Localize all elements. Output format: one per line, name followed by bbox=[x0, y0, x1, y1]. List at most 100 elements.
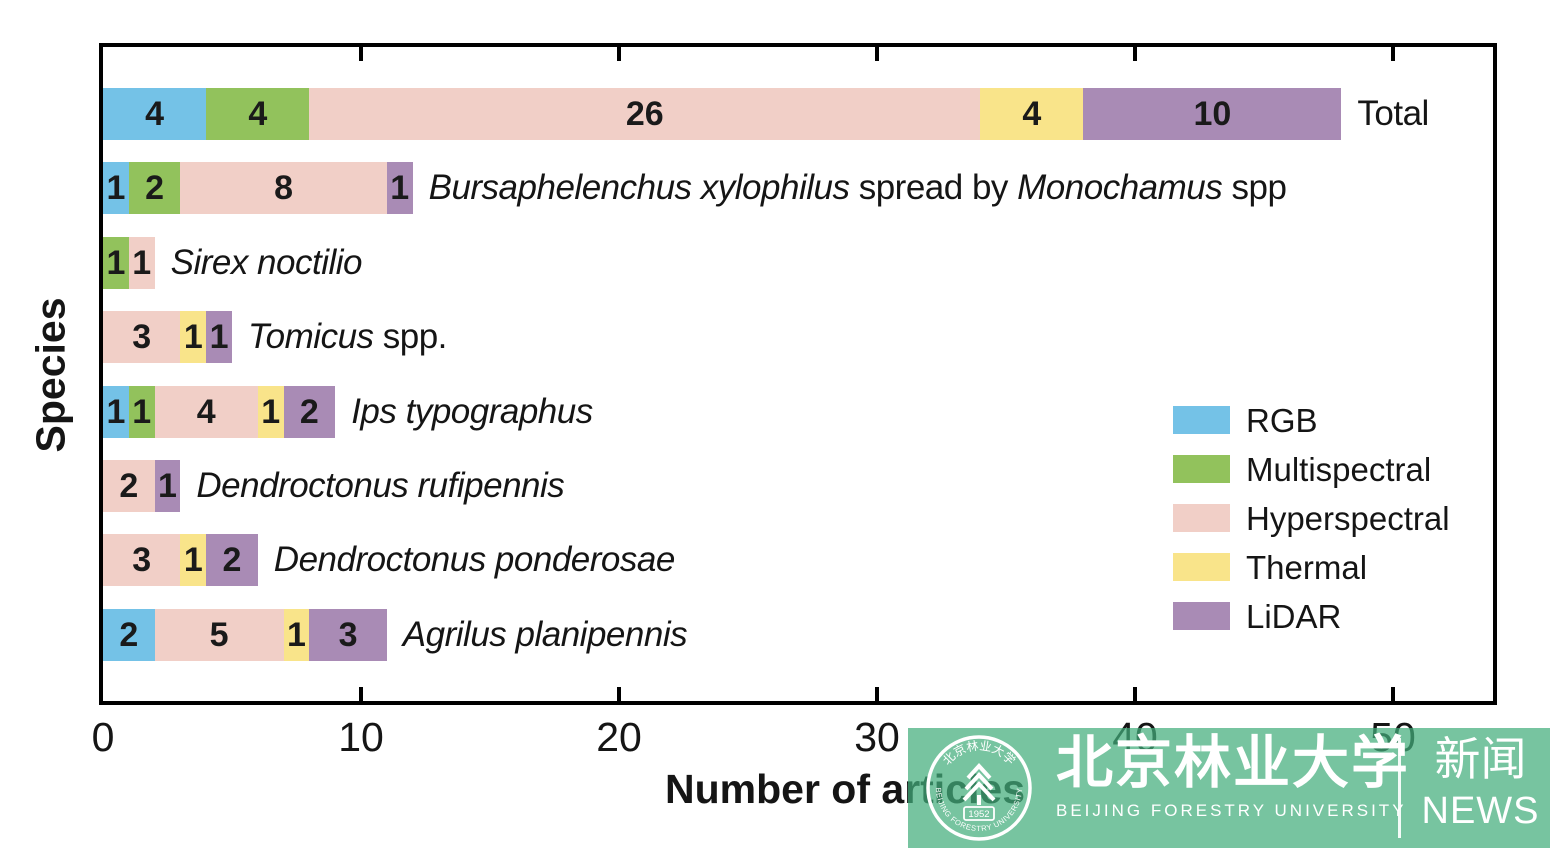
species-name-italic: Dendroctonus ponderosae bbox=[273, 540, 676, 580]
x-tick-mark-50 bbox=[1391, 687, 1395, 701]
x-tick-mark-40 bbox=[1133, 47, 1137, 61]
university-name-chinese: 北京林业大学 bbox=[1056, 731, 1410, 795]
segment-value-label: 3 bbox=[132, 318, 152, 357]
seal-year: 1952 bbox=[968, 809, 989, 820]
segment-value-label: 8 bbox=[274, 169, 294, 208]
segment-value-label: 4 bbox=[248, 95, 268, 133]
bar-segment-lidar: 3 bbox=[309, 608, 387, 661]
legend-entry-thermal: Thermal bbox=[1173, 548, 1368, 586]
x-tick-mark-10 bbox=[359, 47, 363, 61]
x-tick-mark-30 bbox=[875, 47, 879, 61]
segment-value-label: 1 bbox=[158, 467, 177, 505]
segment-value-label: 4 bbox=[1022, 95, 1042, 133]
species-name-italic: Sirex noctilio bbox=[170, 242, 363, 282]
bar-segment-thermal: 1 bbox=[180, 534, 207, 587]
legend-label: RGB bbox=[1246, 401, 1318, 439]
legend-label: Thermal bbox=[1246, 548, 1368, 586]
segment-value-label: 1 bbox=[106, 169, 126, 208]
seal-year-banner bbox=[963, 806, 995, 821]
bar-segment-lidar: 1 bbox=[386, 162, 413, 215]
bar-segment-lidar: 1 bbox=[206, 311, 232, 364]
segment-value-label: 1 bbox=[261, 392, 281, 431]
segment-value-label: 2 bbox=[222, 541, 242, 580]
category-label: Total bbox=[1357, 94, 1429, 134]
bar-segment-thermal: 1 bbox=[180, 311, 207, 364]
category-label: Dendroctonus ponderosae bbox=[273, 540, 676, 580]
legend-swatch-thermal bbox=[1173, 553, 1230, 581]
legend-entry-multispectral: Multispectral bbox=[1173, 450, 1432, 488]
category-label: Dendroctonus rufipennis bbox=[196, 466, 564, 506]
news-label-english: NEWS bbox=[1421, 789, 1540, 832]
x-tick-label-20: 20 bbox=[596, 714, 642, 760]
x-tick-label-0: 0 bbox=[91, 714, 115, 760]
segment-value-label: 1 bbox=[209, 318, 229, 357]
university-seal-logo: 北京林业大学 BEIJING FORESTRY UNIVERSITY 1952 bbox=[926, 735, 1032, 841]
bar-segment-rgb: 4 bbox=[103, 88, 207, 140]
x-tick-mark-40 bbox=[1133, 687, 1137, 701]
legend-label: LiDAR bbox=[1246, 597, 1342, 635]
bar-segment-hyperspectral: 3 bbox=[103, 534, 181, 587]
label-text: spp bbox=[1222, 168, 1287, 208]
bar-segment-rgb: 1 bbox=[103, 385, 129, 438]
legend-swatch-rgb bbox=[1173, 406, 1230, 434]
x-tick-label-10: 10 bbox=[338, 714, 384, 760]
category-label: Sirex noctilio bbox=[170, 242, 363, 283]
species-name-italic: Ips typographus bbox=[351, 391, 593, 431]
segment-value-label: 26 bbox=[625, 95, 664, 133]
x-tick-mark-50 bbox=[1391, 47, 1395, 61]
x-tick-mark-30 bbox=[875, 687, 879, 701]
bar-segment-hyperspectral: 2 bbox=[103, 460, 155, 512]
segment-value-label: 1 bbox=[106, 392, 126, 431]
category-label: Ips typographus bbox=[351, 392, 593, 432]
species-name-italic: Tomicus bbox=[248, 317, 374, 357]
label-text: Total bbox=[1357, 94, 1429, 133]
legend-label: Hyperspectral bbox=[1246, 499, 1450, 537]
segment-value-label: 1 bbox=[106, 243, 126, 282]
segment-value-label: 3 bbox=[338, 615, 358, 654]
label-text: spread by bbox=[849, 168, 1018, 208]
bar-segment-multispectral: 1 bbox=[103, 236, 129, 289]
plot-area: 4 4 26 4 10 Total 1 2 8 1 Bursaphelenchus xylophil… bbox=[99, 43, 1497, 705]
category-label: Bursaphelenchus xylophilus spread by Mon… bbox=[429, 168, 1287, 208]
segment-value-label: 10 bbox=[1193, 95, 1232, 133]
legend-swatch-multispectral bbox=[1173, 455, 1230, 483]
bar-segment-lidar: 1 bbox=[154, 460, 181, 512]
segment-value-label: 3 bbox=[132, 541, 152, 580]
bar-segment-rgb: 1 bbox=[103, 162, 129, 215]
label-text: spp. bbox=[373, 317, 448, 357]
segment-value-label: 1 bbox=[132, 243, 152, 282]
legend-entry-hyperspectral: Hyperspectral bbox=[1173, 499, 1450, 537]
bar-segment-thermal: 1 bbox=[257, 385, 284, 438]
bar-segment-hyperspectral: 5 bbox=[154, 608, 284, 661]
bar-segment-thermal: 1 bbox=[283, 608, 310, 661]
x-tick-mark-20 bbox=[617, 687, 621, 701]
legend-swatch-lidar bbox=[1173, 602, 1230, 630]
bar-segment-hyperspectral: 1 bbox=[128, 236, 155, 289]
legend-entry-rgb: RGB bbox=[1173, 401, 1318, 439]
species-name-italic: Monochamus bbox=[1017, 168, 1223, 208]
species-name-italic: Agrilus planipennis bbox=[402, 614, 688, 654]
segment-value-label: 2 bbox=[119, 615, 139, 654]
bar-segment-thermal: 4 bbox=[980, 88, 1084, 140]
watermark-banner: 北京林业大学 BEIJING FORESTRY UNIVERSITY 1952 … bbox=[908, 728, 1550, 848]
bar-segment-multispectral: 4 bbox=[206, 88, 310, 140]
bar-segment-multispectral: 1 bbox=[128, 385, 155, 438]
university-name-english: BEIJING FORESTRY UNIVERSITY bbox=[1056, 800, 1407, 820]
bar-segment-multispectral: 2 bbox=[128, 162, 181, 215]
bar-segment-hyperspectral: 4 bbox=[154, 385, 258, 438]
segment-value-label: 5 bbox=[209, 615, 229, 654]
segment-value-label: 1 bbox=[390, 169, 410, 208]
segment-value-label: 1 bbox=[183, 318, 203, 357]
x-tick-label-30: 30 bbox=[854, 714, 900, 760]
news-label-chinese: 新闻 bbox=[1434, 733, 1527, 785]
legend-entry-lidar: LiDAR bbox=[1173, 597, 1342, 635]
y-axis-title: Species bbox=[27, 297, 74, 453]
category-label: Agrilus planipennis bbox=[402, 614, 688, 655]
species-name-italic: Dendroctonus rufipennis bbox=[196, 466, 565, 505]
bar-segment-lidar: 2 bbox=[206, 534, 258, 587]
legend-label: Multispectral bbox=[1246, 450, 1432, 488]
bar-segment-hyperspectral: 8 bbox=[180, 162, 387, 215]
species-name-italic: Bursaphelenchus xylophilus bbox=[428, 168, 850, 208]
bar-segment-rgb: 2 bbox=[103, 608, 155, 661]
segment-value-label: 1 bbox=[132, 392, 152, 431]
